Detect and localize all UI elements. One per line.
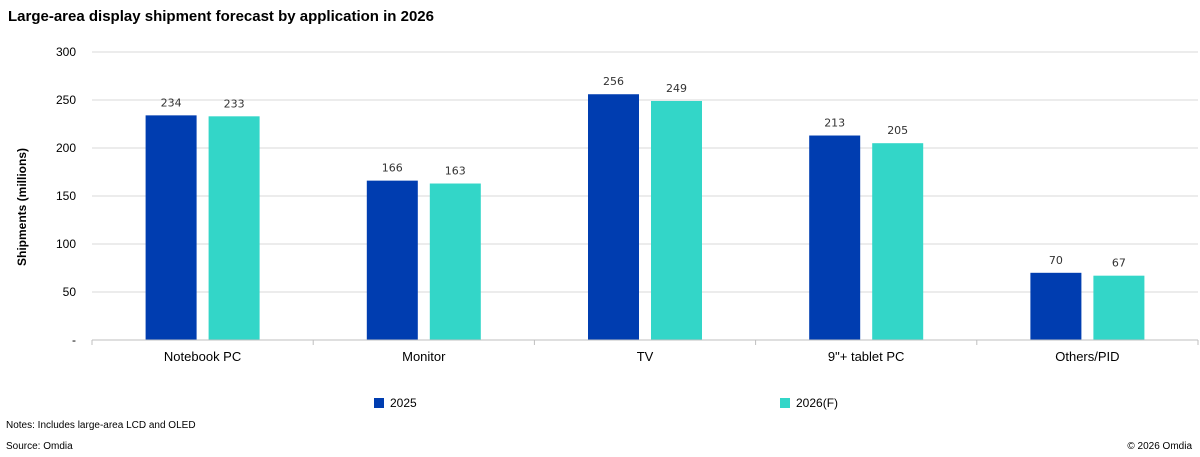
data-label: 67 bbox=[1112, 257, 1126, 270]
y-tick-label: 300 bbox=[56, 45, 76, 59]
legend-item-2026f: 2026(F) bbox=[780, 396, 838, 410]
bar-2026f-3 bbox=[872, 143, 924, 340]
data-label: 163 bbox=[445, 165, 466, 178]
data-label: 256 bbox=[603, 75, 624, 88]
x-tick-label: Notebook PC bbox=[164, 349, 241, 364]
y-axis-ticks: - 50 100 150 200 250 300 bbox=[56, 45, 76, 347]
x-tick-label: Others/PID bbox=[1055, 349, 1119, 364]
legend-item-2025: 2025 bbox=[374, 396, 417, 410]
data-label: 213 bbox=[824, 117, 845, 130]
chart-title: Large-area display shipment forecast by … bbox=[8, 8, 434, 25]
bar-2026f-2 bbox=[651, 100, 702, 341]
legend-swatch-2026f bbox=[780, 398, 790, 408]
data-label: 205 bbox=[887, 124, 908, 137]
copyright: © 2026 Omdia bbox=[1127, 441, 1192, 452]
x-tick-label: Monitor bbox=[402, 349, 446, 364]
bar-2026f-0 bbox=[208, 116, 260, 340]
bar-2025-0 bbox=[145, 115, 197, 340]
legend-label-2025: 2025 bbox=[390, 396, 417, 410]
notes: Notes: Includes large-area LCD and OLED bbox=[6, 420, 196, 431]
data-label: 249 bbox=[666, 82, 687, 95]
x-axis: Notebook PC Monitor TV 9"+ tablet PC Others/… bbox=[91, 339, 1199, 364]
data-label: 234 bbox=[161, 96, 182, 109]
y-tick-label: 250 bbox=[56, 93, 76, 107]
x-tick-label: 9"+ tablet PC bbox=[828, 349, 905, 364]
bar-2025-4 bbox=[1030, 272, 1082, 340]
bar-2026f-1 bbox=[429, 183, 481, 340]
x-tick-label: TV bbox=[637, 349, 654, 364]
y-tick-label: - bbox=[72, 333, 76, 347]
bar-2025-1 bbox=[366, 180, 418, 340]
y-tick-label: 50 bbox=[63, 285, 77, 299]
gridlines bbox=[92, 51, 1198, 293]
y-tick-label: 200 bbox=[56, 141, 76, 155]
source: Source: Omdia bbox=[6, 441, 73, 452]
bar-2026f-4 bbox=[1093, 275, 1145, 340]
data-label: 166 bbox=[382, 162, 403, 175]
data-labels: 234 233 166 163 256 249 213 205 70 67 bbox=[161, 75, 1126, 269]
y-axis-label: Shipments (millions) bbox=[15, 148, 29, 266]
data-label: 233 bbox=[224, 97, 245, 110]
y-tick-label: 150 bbox=[56, 189, 76, 203]
bars bbox=[145, 94, 1145, 341]
y-tick-label: 100 bbox=[56, 237, 76, 251]
bar-2025-2 bbox=[588, 94, 639, 341]
legend-label-2026f: 2026(F) bbox=[796, 396, 839, 410]
data-label: 70 bbox=[1049, 254, 1063, 267]
legend-swatch-2025 bbox=[374, 398, 384, 408]
bar-2025-3 bbox=[809, 135, 861, 340]
